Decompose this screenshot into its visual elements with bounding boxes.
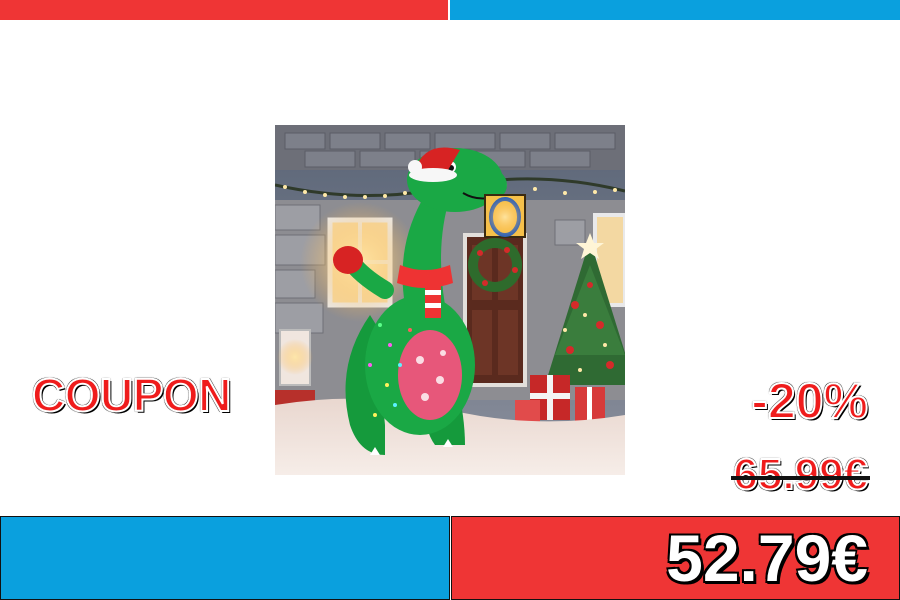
old-price-text: 65.99€ — [732, 449, 869, 500]
bottom-left-blue-panel — [0, 516, 450, 600]
discount-label: -20% — [750, 372, 869, 430]
product-image[interactable] — [275, 125, 625, 475]
old-price: 65.99€ — [731, 449, 870, 500]
strikethrough-line — [731, 476, 870, 480]
top-left-red-bar — [0, 0, 448, 20]
coupon-label: COUPON — [31, 368, 232, 422]
inflatable-dinosaur-illustration — [275, 125, 625, 475]
top-right-blue-bar — [450, 0, 900, 20]
bottom-right-red-panel — [451, 516, 900, 600]
dinosaur — [333, 147, 526, 455]
new-price: 52.79€ — [666, 521, 868, 595]
